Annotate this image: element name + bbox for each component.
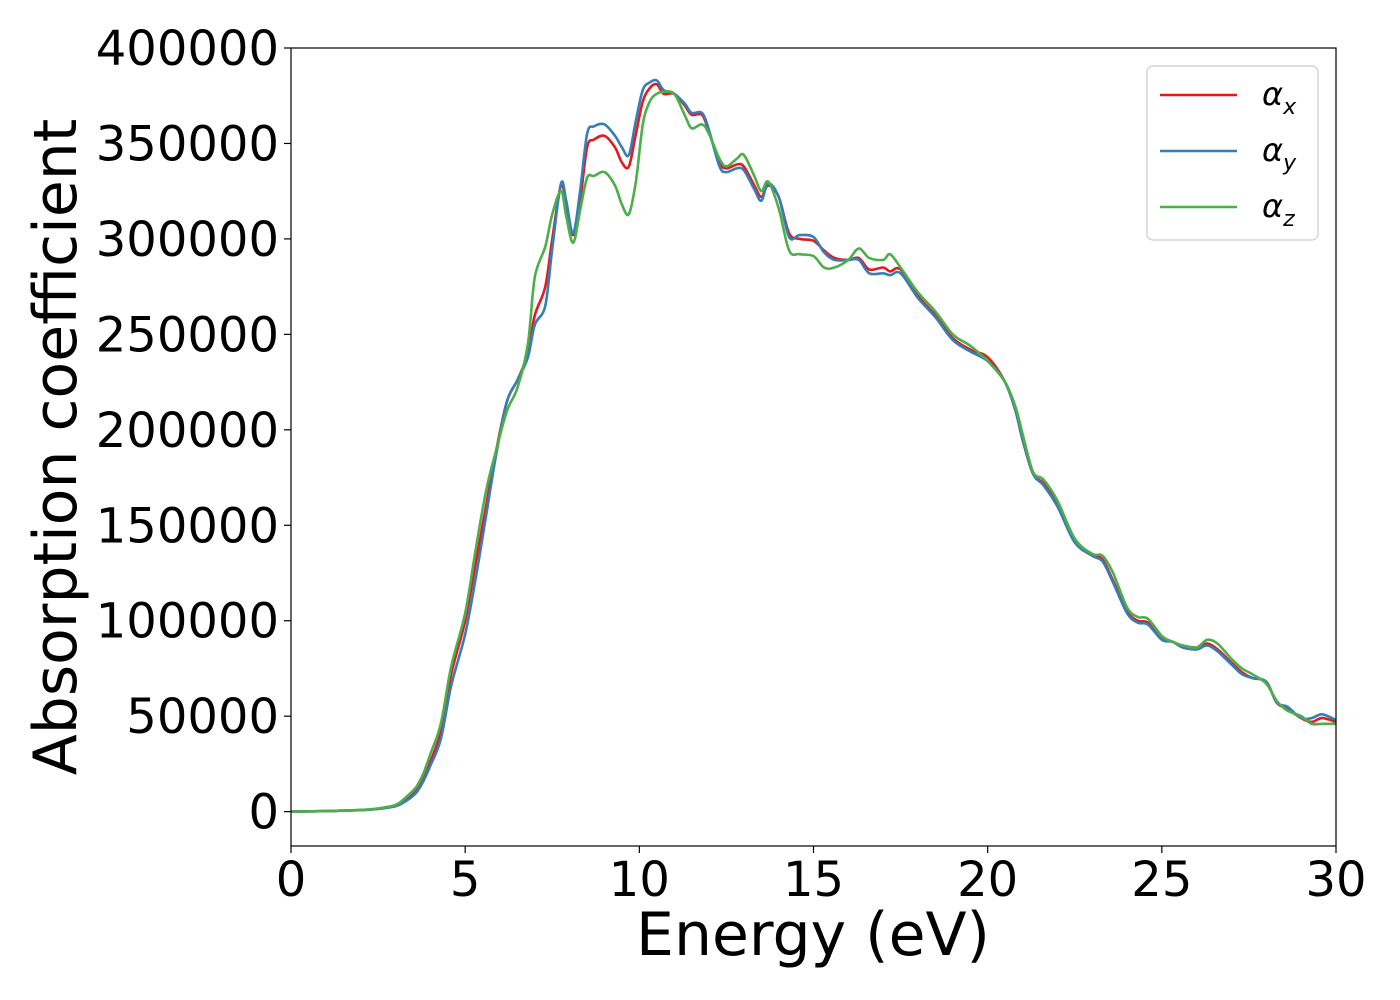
- series-line-y: [291, 78, 1336, 813]
- y-tick-label: 100000: [96, 594, 279, 650]
- x-tick-label: 15: [783, 852, 844, 908]
- legend-label-z: αz: [1262, 187, 1295, 232]
- x-tick-label: 10: [609, 852, 670, 908]
- y-tick-label: 350000: [96, 116, 279, 172]
- y-tick-label: 0: [248, 785, 279, 841]
- series-layer: [291, 78, 1336, 813]
- y-tick-label: 150000: [96, 498, 279, 554]
- y-tick-label: 50000: [126, 689, 279, 745]
- series-line-z: [291, 90, 1336, 813]
- x-tick-label: 0: [276, 852, 307, 908]
- legend-label-x: αx: [1262, 75, 1297, 120]
- x-tick-label: 20: [957, 852, 1018, 908]
- y-axis-ticks: 0 50000 100000 150000 200000 250000 300000 3500…: [96, 21, 291, 841]
- x-tick-label: 5: [450, 852, 481, 908]
- x-axis-title: Energy (eV): [636, 900, 990, 970]
- x-tick-label: 25: [1131, 852, 1192, 908]
- legend-box: [1146, 65, 1319, 241]
- legend: αx αy αz: [1146, 65, 1319, 241]
- y-tick-label: 400000: [96, 21, 279, 77]
- legend-items: αx αy αz: [1160, 75, 1297, 232]
- legend-label-y: αy: [1262, 131, 1297, 176]
- y-tick-label: 200000: [96, 403, 279, 459]
- x-tick-label: 30: [1305, 852, 1366, 908]
- x-axis-ticks: 0 5 10 15 20 25 30: [276, 846, 1367, 908]
- y-axis-title: Absorption coefficient: [21, 119, 91, 776]
- y-tick-label: 250000: [96, 307, 279, 363]
- y-tick-label: 300000: [96, 212, 279, 268]
